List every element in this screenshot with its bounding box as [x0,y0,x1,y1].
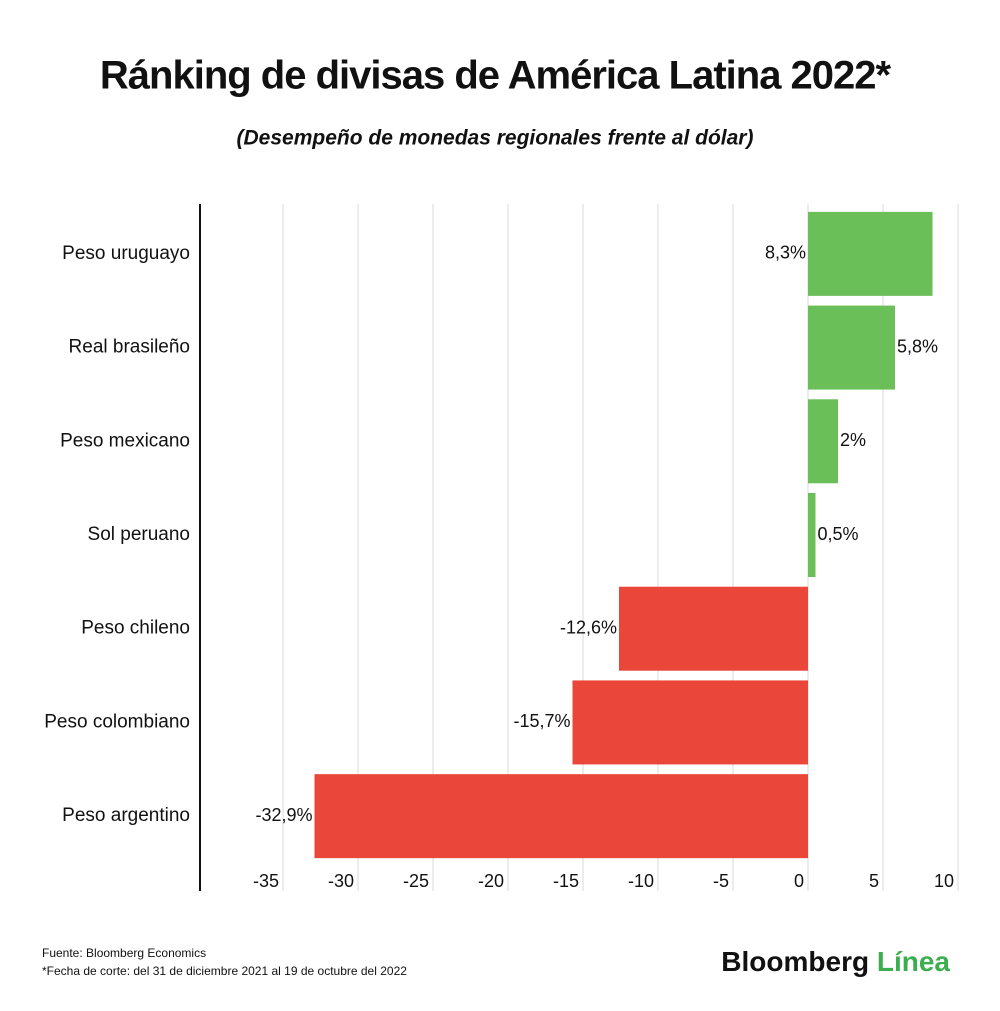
chart-subtitle: (Desempeño de monedas regionales frente … [237,127,754,150]
value-label: -32,9% [255,805,312,825]
value-label: -15,7% [513,711,570,731]
bar [808,493,816,577]
grid [282,204,959,891]
note: *Fecha de corte: del 31 de diciembre 202… [42,964,407,978]
x-tick-label: -15 [553,871,579,891]
bar [808,399,838,484]
x-tick-label: 0 [794,871,804,891]
bar [619,586,808,671]
brand-name: Bloomberg [721,946,869,977]
value-label: 0,5% [818,524,859,544]
bars [314,211,933,859]
y-tick-label: Real brasileño [69,337,190,358]
y-tick-label: Peso colombiano [44,711,190,732]
bar [808,211,933,296]
y-tick-label: Peso uruguayo [62,243,190,264]
bar [314,774,808,859]
value-label: 5,8% [897,336,938,356]
brand-sub: Línea [877,946,951,977]
x-tick-label: -25 [403,871,429,891]
brand: Bloomberg Línea [721,946,950,977]
x-tick-label: -10 [628,871,654,891]
y-tick-label: Sol peruano [88,524,190,545]
value-label: -12,6% [560,617,617,637]
y-tick-label: Peso chileno [81,618,190,639]
value-label: 2% [840,430,866,450]
y-tick-label: Peso mexicano [60,430,190,451]
x-tick-label: -30 [328,871,354,891]
y-tick-label: Peso argentino [62,805,190,826]
source: Fuente: Bloomberg Economics [42,946,206,960]
bar [808,305,895,390]
x-tick-label: 10 [934,871,954,891]
x-tick-label: 5 [869,871,879,891]
bar [572,680,808,765]
value-label: 8,3% [765,243,806,263]
x-tick-label: -35 [253,871,279,891]
chart-title: Ránking de divisas de América Latina 202… [100,54,892,98]
x-tick-label: -20 [478,871,504,891]
x-tick-label: -5 [713,871,729,891]
